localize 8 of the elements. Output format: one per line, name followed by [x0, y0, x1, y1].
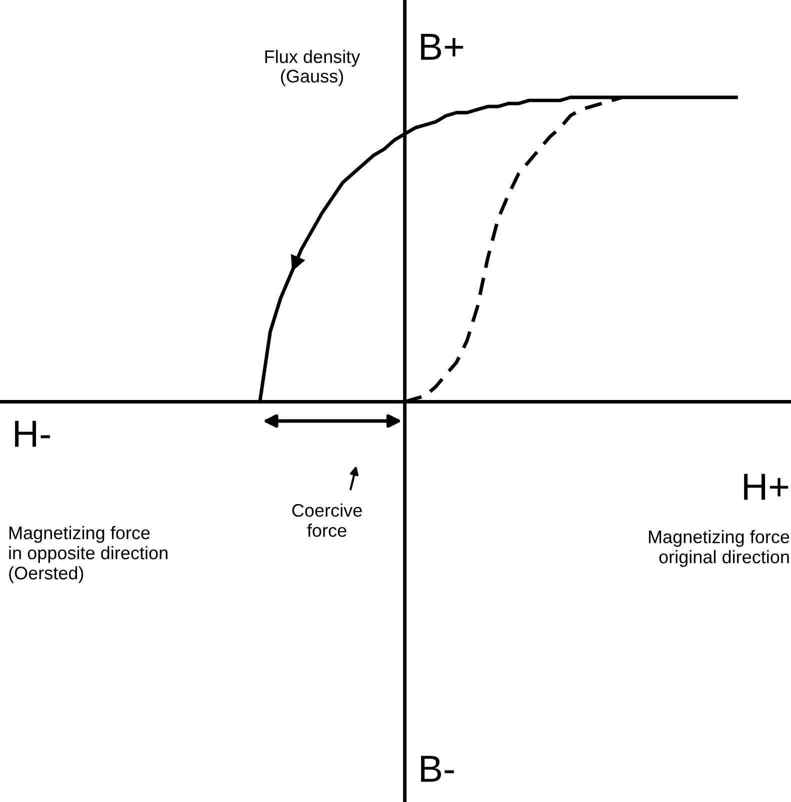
text: B- [421, 756, 454, 782]
text: Coercive force [292, 504, 362, 537]
y-axis-title: Flux density (Gauss) [265, 50, 360, 86]
text: B+ [421, 34, 464, 60]
text: H+ [744, 474, 788, 500]
text: H- [15, 420, 50, 447]
text: Magnetizing force in opposite direction (Oersted) [9, 526, 168, 584]
text: Magnetizing force original direction [648, 530, 790, 567]
